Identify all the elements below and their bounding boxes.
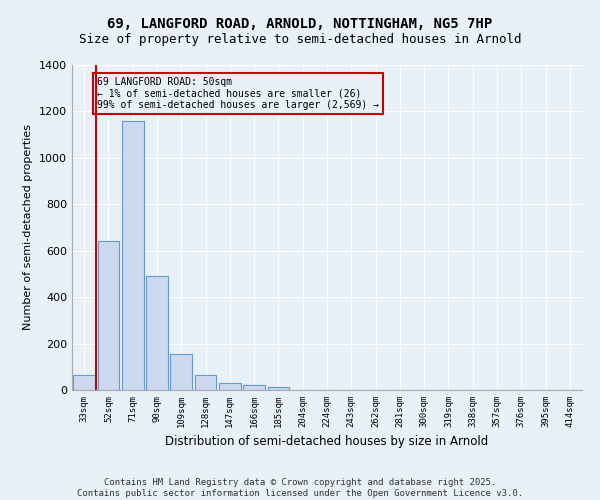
Bar [170, 354, 192, 390]
Text: 69 LANGFORD ROAD: 50sqm
← 1% of semi-detached houses are smaller (26)
99% of sem: 69 LANGFORD ROAD: 50sqm ← 1% of semi-det… [97, 76, 379, 110]
Bar [243, 385, 265, 390]
Text: Size of property relative to semi-detached houses in Arnold: Size of property relative to semi-detach… [79, 32, 521, 46]
Bar [97, 242, 119, 390]
Bar [146, 276, 168, 390]
Bar [122, 120, 143, 390]
Text: 69, LANGFORD ROAD, ARNOLD, NOTTINGHAM, NG5 7HP: 69, LANGFORD ROAD, ARNOLD, NOTTINGHAM, N… [107, 18, 493, 32]
Text: Contains HM Land Registry data © Crown copyright and database right 2025.
Contai: Contains HM Land Registry data © Crown c… [77, 478, 523, 498]
Bar [194, 375, 217, 390]
Y-axis label: Number of semi-detached properties: Number of semi-detached properties [23, 124, 34, 330]
Bar [219, 383, 241, 390]
X-axis label: Distribution of semi-detached houses by size in Arnold: Distribution of semi-detached houses by … [166, 436, 488, 448]
Bar [268, 386, 289, 390]
Bar [73, 375, 95, 390]
